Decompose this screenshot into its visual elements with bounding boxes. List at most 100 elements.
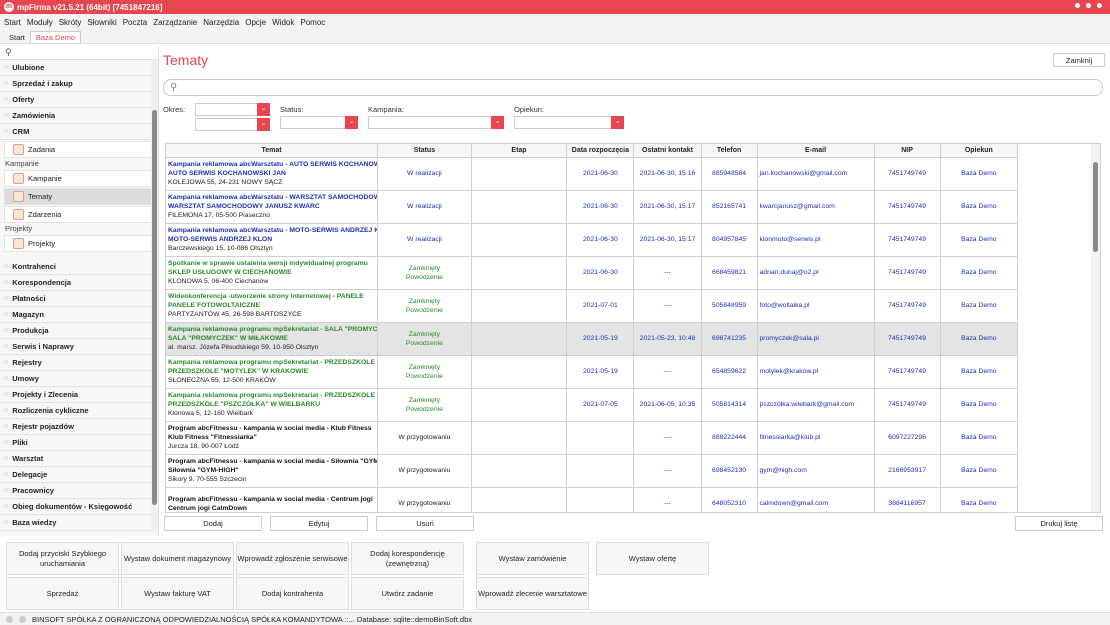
sidebar-section-13[interactable]: ○ Delegacje (0, 467, 158, 483)
sidebar-section-9[interactable]: ○ Rozliczenia cykliczne (0, 403, 158, 419)
status-text: Zamknięty (408, 264, 441, 272)
dropdown-icon[interactable]: ⌄ (257, 103, 270, 116)
sidebar-item-zdarzenia[interactable]: Zdarzenia (4, 206, 154, 223)
sidebar-scrollbar[interactable] (151, 60, 158, 532)
menu-narzedzia[interactable]: Narzędzia (203, 17, 240, 27)
quick-button-workshop-order[interactable]: Wprowadź zlecenie warsztatowe (476, 577, 589, 610)
quick-button-add-contractor[interactable]: Dodaj kontrahenta (236, 577, 349, 610)
menu-zarzadzanie[interactable]: Zarządzanie (153, 17, 198, 27)
quick-button-vat-invoice[interactable]: Wystaw fakturę VAT (121, 577, 234, 610)
table-row[interactable]: Program abcFitnessu - kampania w social … (166, 487, 1019, 512)
table-row[interactable]: Spotkanie w sprawie ustalenia wersji ind… (166, 256, 1019, 290)
sidebar-search-input[interactable]: ⚲ (0, 46, 158, 60)
sidebar-section-ulubione[interactable]: ○ Ulubione (0, 60, 158, 76)
scrollbar-thumb[interactable] (152, 110, 157, 505)
menu-widok[interactable]: Widok (272, 17, 295, 27)
column-header[interactable]: NIP (874, 144, 941, 158)
close-window-icon[interactable] (1097, 3, 1102, 8)
quick-button-warehouse-doc[interactable]: Wystaw dokument magazynowy (121, 542, 234, 575)
table-row[interactable]: Kampania reklamowa programu mpSekretaria… (166, 322, 1019, 356)
sidebar-item-zadania[interactable]: Zadania (4, 141, 154, 158)
quick-button-correspondence[interactable]: Dodaj korespondencję (zewnętrzną) (351, 542, 464, 575)
dropdown-icon[interactable]: ⌄ (491, 116, 504, 129)
sidebar-section-16[interactable]: ○ Baza wiedzy (0, 515, 158, 531)
sidebar-section-14[interactable]: ○ Pracownicy (0, 483, 158, 499)
menu-slowniki[interactable]: Słowniki (87, 17, 117, 27)
column-header[interactable]: Data rozpoczęcia (566, 144, 635, 158)
sidebar-section-crm[interactable]: ○ CRM (0, 124, 158, 140)
sidebar-section-0[interactable]: ○ Kontrahenci (0, 259, 158, 275)
sidebar-section-15[interactable]: ○ Obieg dokumentów - Księgowość (0, 499, 158, 515)
phone: 804957845 (712, 236, 747, 243)
window-controls[interactable] (1075, 3, 1102, 8)
menu-poczta[interactable]: Poczta (122, 17, 148, 27)
close-button[interactable]: Zamknij (1053, 53, 1105, 67)
okres-from-select[interactable]: ⌄ (195, 103, 270, 116)
edit-button[interactable]: Edytuj (270, 516, 368, 531)
sidebar-section-7[interactable]: ○ Umowy (0, 371, 158, 387)
table-row[interactable]: Kampania reklamowa abcWarsztatu - MOTO-S… (166, 223, 1019, 257)
status-text: W przygotowaniu (398, 500, 451, 507)
column-header[interactable]: Etap (471, 144, 568, 158)
table-row[interactable]: Program abcFitnessu - kampania w social … (166, 421, 1019, 455)
dropdown-icon[interactable]: ⌄ (345, 116, 358, 129)
table-row[interactable]: Kampania reklamowa programu mpSekretaria… (166, 388, 1019, 422)
delete-button[interactable]: Usuń (376, 516, 474, 531)
quick-button-offer[interactable]: Wystaw ofertę (596, 542, 709, 575)
owner: Baza Demo (961, 500, 997, 507)
okres-to-select[interactable]: ⌄ (195, 118, 270, 131)
sidebar-section-6[interactable]: ○ Rejestry (0, 355, 158, 371)
quick-button-create-task[interactable]: Utwórz zadanie (351, 577, 464, 610)
sidebar-section-3[interactable]: ○ Magazyn (0, 307, 158, 323)
sidebar-item-tematy[interactable]: Tematy (4, 188, 154, 205)
column-header[interactable]: Opiekun (940, 144, 1019, 158)
quick-button-service-request[interactable]: Wprowadź zgłoszenie serwisowe (236, 542, 349, 575)
column-header[interactable]: Temat (166, 144, 379, 158)
menu-opcje[interactable]: Opcje (245, 17, 267, 27)
sidebar-section-1[interactable]: ○ Korespondencja (0, 275, 158, 291)
sidebar-section-10[interactable]: ○ Rejestr pojazdów (0, 419, 158, 435)
status-select[interactable]: ⌄ (280, 116, 358, 129)
search-input[interactable]: ⚲ (163, 79, 1103, 96)
column-header[interactable]: Ostatni kontakt (633, 144, 702, 158)
menu-moduly[interactable]: Moduły (26, 17, 53, 27)
sidebar-item-kampanie[interactable]: Kampanie (4, 170, 154, 187)
quick-button-order[interactable]: Wystaw zamówienie (476, 542, 589, 575)
minimize-icon[interactable] (1075, 3, 1080, 8)
quick-button-sale[interactable]: Sprzedaż (6, 577, 119, 610)
table-row[interactable]: Kampania reklamowa programu mpSekretaria… (166, 355, 1019, 389)
menu-start[interactable]: Start (4, 17, 21, 27)
sidebar-section-4[interactable]: ○ Produkcja (0, 323, 158, 339)
dropdown-icon[interactable]: ⌄ (257, 118, 270, 131)
scrollbar-thumb[interactable] (1093, 162, 1098, 252)
print-list-button[interactable]: Drukuj listę (1015, 516, 1103, 531)
phone: 505848959 (712, 302, 747, 309)
tab-baza-demo[interactable]: Baza Demo (29, 31, 82, 43)
sidebar-item-projekty[interactable]: Projekty (4, 235, 154, 252)
kampania-select[interactable]: ⌄ (368, 116, 504, 129)
column-header[interactable]: E-mail (757, 144, 875, 158)
table-scrollbar[interactable] (1091, 144, 1100, 512)
column-header[interactable]: Telefon (701, 144, 758, 158)
opiekun-select[interactable]: ⌄ (514, 116, 624, 129)
menu-pomoc[interactable]: Pomoc (300, 17, 326, 27)
table-row[interactable]: Kampania reklamowa abcWarsztatu - AUTO S… (166, 157, 1019, 191)
sidebar-section-12[interactable]: ○ Warsztat (0, 451, 158, 467)
sidebar-section-2[interactable]: ○ Płatności (0, 291, 158, 307)
column-header[interactable]: Status (377, 144, 472, 158)
sidebar-section-8[interactable]: ○ Projekty i Zlecenia (0, 387, 158, 403)
sidebar-section-5[interactable]: ○ Serwis i Naprawy (0, 339, 158, 355)
dropdown-icon[interactable]: ⌄ (611, 116, 624, 129)
quick-button-add-shortcuts[interactable]: Dodaj przyciski Szybkiego uruchamiania (6, 542, 119, 575)
maximize-icon[interactable] (1086, 3, 1091, 8)
sidebar-section-sprzedaz[interactable]: ○ Sprzedaż i zakup (0, 76, 158, 92)
add-button[interactable]: Dodaj (164, 516, 262, 531)
sidebar-section-oferty[interactable]: ○ Oferty (0, 92, 158, 108)
sidebar-section-11[interactable]: ○ Pliki (0, 435, 158, 451)
tab-start[interactable]: Start (9, 33, 25, 42)
table-row[interactable]: Kampania reklamowa abcWarsztatu - WARSZT… (166, 190, 1019, 224)
menu-skroty[interactable]: Skróty (58, 17, 82, 27)
table-row[interactable]: Wideokonferencja -utworzenie strony inte… (166, 289, 1019, 323)
sidebar-section-zamowienia[interactable]: ○ Zamówienia (0, 108, 158, 124)
table-row[interactable]: Program abcFitnessu - kampania w social … (166, 454, 1019, 488)
